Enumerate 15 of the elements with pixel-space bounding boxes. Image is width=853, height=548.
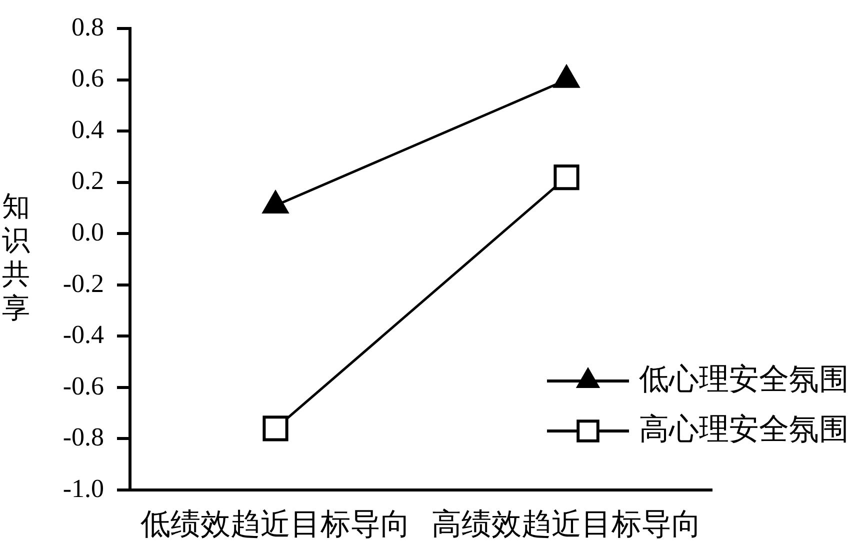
y-tick-label: 0.6: [72, 64, 104, 93]
x-tick-label: 低绩效趋近目标导向: [140, 508, 410, 541]
y-tick-label: -0.4: [62, 320, 104, 350]
y-tick-label: 0.8: [72, 12, 104, 42]
legend-label: 高心理安全氛围: [639, 412, 849, 446]
y-axis-title: 知识共享: [2, 192, 30, 325]
legend-label: 低心理安全氛围: [639, 362, 849, 396]
y-tick-label: -0.2: [62, 268, 104, 298]
y-tick-label: 0.4: [72, 114, 104, 144]
y-tick-label: -1.0: [62, 474, 104, 503]
y-tick-label: 0.2: [72, 166, 104, 196]
y-tick-label: -0.8: [62, 422, 104, 452]
x-tick-label: 高绩效趋近目标导向: [432, 508, 702, 541]
y-tick-label: -0.6: [62, 371, 104, 400]
y-tick-label: 0.0: [72, 217, 104, 246]
